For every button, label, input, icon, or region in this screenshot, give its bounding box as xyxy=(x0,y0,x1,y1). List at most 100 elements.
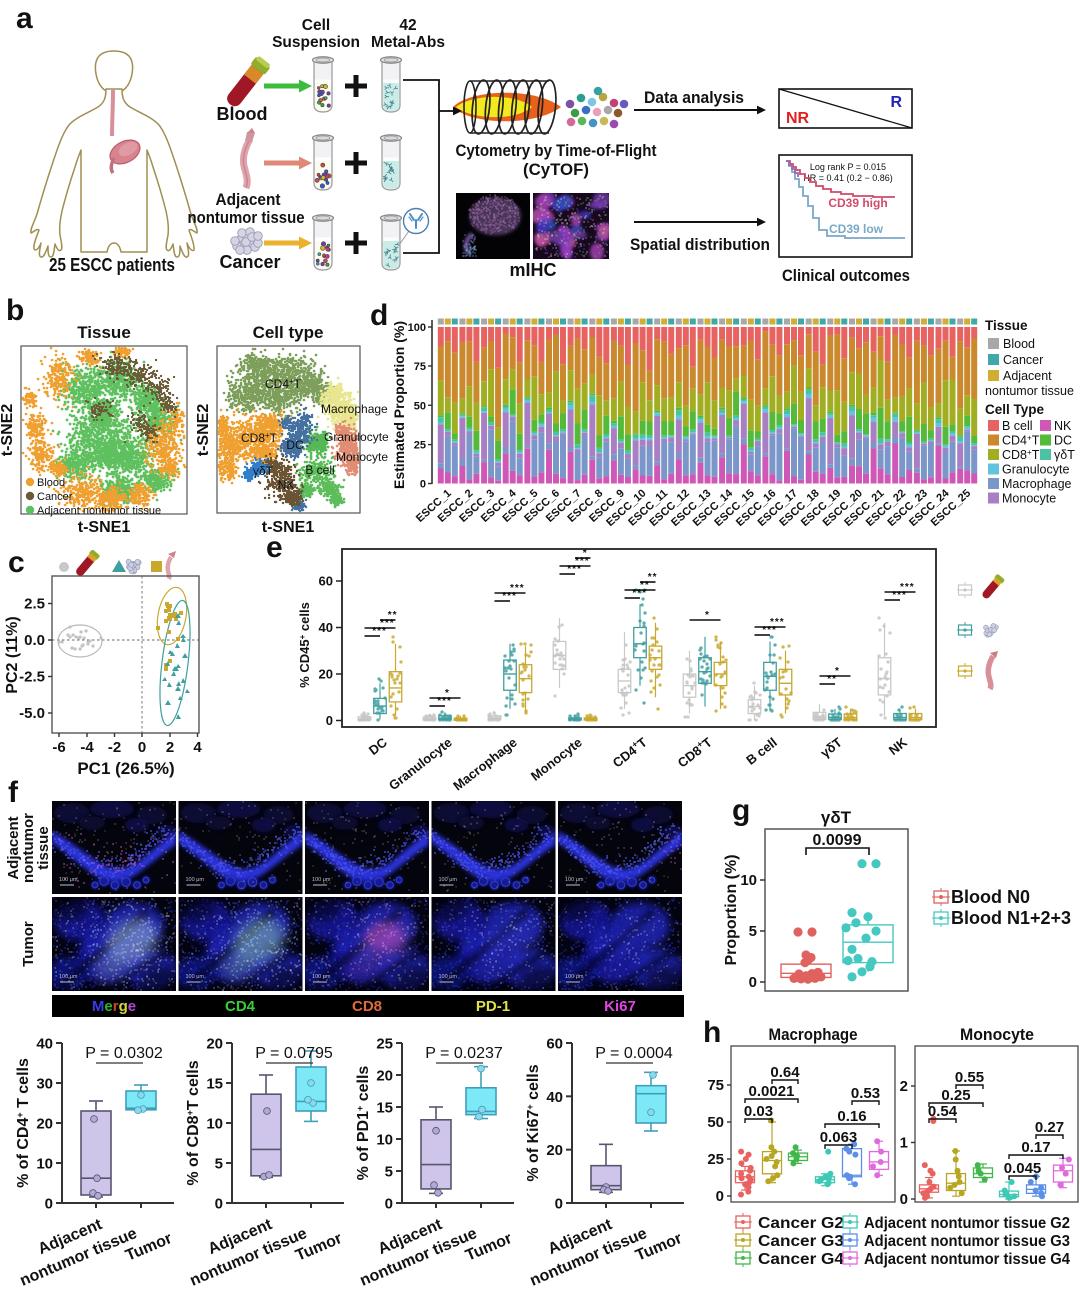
svg-text:tissue: tissue xyxy=(35,826,52,869)
svg-text:5: 5 xyxy=(215,1156,223,1173)
svg-text:d: d xyxy=(370,299,388,332)
svg-text:PD-1: PD-1 xyxy=(476,998,510,1015)
svg-text:0.55: 0.55 xyxy=(955,1069,984,1086)
svg-text:40: 40 xyxy=(319,620,333,635)
svg-text:**: ** xyxy=(827,674,837,685)
svg-text:Granulocyte: Granulocyte xyxy=(1002,463,1069,477)
svg-text:Ki67: Ki67 xyxy=(604,998,636,1015)
svg-text:Adjacent: Adjacent xyxy=(5,816,22,879)
svg-text:Monocyte: Monocyte xyxy=(1002,492,1056,506)
svg-text:25: 25 xyxy=(376,1036,393,1053)
svg-text:100 μm: 100 μm xyxy=(312,974,331,980)
svg-text:0.045: 0.045 xyxy=(1004,1160,1042,1177)
svg-text:0.17: 0.17 xyxy=(1021,1139,1050,1156)
svg-text:t-SNE2: t-SNE2 xyxy=(0,404,16,457)
svg-text:b: b xyxy=(6,294,24,327)
svg-text:100 μm: 100 μm xyxy=(312,877,331,883)
svg-text:Cancer G3: Cancer G3 xyxy=(758,1233,844,1250)
svg-text:4: 4 xyxy=(193,739,202,756)
svg-text:100 μm: 100 μm xyxy=(439,974,458,980)
svg-text:Blood N0: Blood N0 xyxy=(951,887,1030,907)
svg-text:***: *** xyxy=(632,588,647,599)
svg-text:0.25: 0.25 xyxy=(941,1087,970,1104)
svg-text:Blood: Blood xyxy=(217,104,268,124)
svg-text:20: 20 xyxy=(319,667,333,682)
svg-text:25: 25 xyxy=(707,1151,724,1168)
svg-text:**: ** xyxy=(648,572,658,583)
svg-text:Cancer: Cancer xyxy=(37,491,73,503)
svg-text:**: ** xyxy=(640,580,650,591)
svg-text:*: * xyxy=(583,548,588,559)
svg-text:Adjacent nontumor tissue G2: Adjacent nontumor tissue G2 xyxy=(864,1215,1070,1232)
svg-text:0.64: 0.64 xyxy=(770,1064,800,1081)
svg-text:% of PD1+ cells: % of PD1+ cells xyxy=(355,1066,372,1181)
svg-text:20: 20 xyxy=(36,1116,53,1133)
svg-text:f: f xyxy=(8,776,19,809)
svg-text:Macrophage: Macrophage xyxy=(321,402,388,416)
svg-text:-4: -4 xyxy=(80,739,94,756)
svg-text:-6: -6 xyxy=(52,739,65,756)
svg-text:a: a xyxy=(16,2,33,35)
svg-text:20: 20 xyxy=(376,1068,393,1085)
svg-text:(CyTOF): (CyTOF) xyxy=(523,160,589,179)
svg-text:DC: DC xyxy=(286,438,304,452)
svg-text:c: c xyxy=(8,546,25,579)
svg-text:***: *** xyxy=(502,591,517,602)
svg-text:mIHC: mIHC xyxy=(509,260,556,280)
svg-text:***: *** xyxy=(567,564,582,575)
svg-text:B cell: B cell xyxy=(1002,419,1033,433)
svg-text:Proportion (%): Proportion (%) xyxy=(723,854,740,965)
svg-text:NK: NK xyxy=(1054,419,1072,433)
svg-text:100 μm: 100 μm xyxy=(59,877,78,883)
svg-text:-5.0: -5.0 xyxy=(19,705,45,722)
svg-text:***: *** xyxy=(380,618,395,629)
svg-text:NK: NK xyxy=(278,478,295,492)
svg-text:50: 50 xyxy=(707,1114,724,1131)
svg-text:Cell type: Cell type xyxy=(253,323,324,342)
svg-text:P = 0.0237: P = 0.0237 xyxy=(425,1045,503,1062)
svg-text:t-SNE1: t-SNE1 xyxy=(78,519,131,536)
svg-text:***: *** xyxy=(575,556,590,567)
svg-text:e: e xyxy=(266,531,283,564)
svg-text:0: 0 xyxy=(749,974,757,991)
svg-text:Cancer: Cancer xyxy=(1003,353,1043,367)
svg-text:% CD45+ cells: % CD45+ cells xyxy=(297,602,312,688)
svg-text:Blood N1+2+3: Blood N1+2+3 xyxy=(951,908,1071,928)
svg-text:0: 0 xyxy=(555,1196,563,1213)
svg-text:0.27: 0.27 xyxy=(1035,1119,1064,1136)
svg-text:Suspension: Suspension xyxy=(272,34,360,51)
svg-text:Adjacent nontumor tissue G4: Adjacent nontumor tissue G4 xyxy=(864,1251,1070,1268)
svg-text:Cancer G4: Cancer G4 xyxy=(758,1251,844,1268)
svg-text:25: 25 xyxy=(414,440,426,452)
svg-text:R: R xyxy=(890,94,902,111)
svg-text:15: 15 xyxy=(376,1100,393,1117)
svg-text:0: 0 xyxy=(138,739,146,756)
svg-text:50: 50 xyxy=(414,400,426,412)
svg-text:0.063: 0.063 xyxy=(820,1129,858,1146)
svg-text:P = 0.0302: P = 0.0302 xyxy=(85,1045,163,1062)
svg-text:Monocyte: Monocyte xyxy=(960,1025,1034,1044)
svg-text:CD8+T: CD8+T xyxy=(241,431,278,445)
svg-text:0.0021: 0.0021 xyxy=(749,1083,795,1100)
svg-text:CD8: CD8 xyxy=(352,998,382,1015)
svg-text:CD4+T: CD4+T xyxy=(1002,434,1040,448)
svg-text:γδT: γδT xyxy=(253,464,274,478)
svg-text:2.5: 2.5 xyxy=(24,596,45,613)
svg-text:Adjacent nontumor tissue G3: Adjacent nontumor tissue G3 xyxy=(864,1233,1070,1250)
svg-text:Estimated Proportion (%): Estimated Proportion (%) xyxy=(391,321,407,489)
svg-text:0.03: 0.03 xyxy=(744,1103,773,1120)
svg-text:Tissue: Tissue xyxy=(77,323,131,342)
svg-text:P = 0.0004: P = 0.0004 xyxy=(595,1045,673,1062)
svg-text:40: 40 xyxy=(36,1036,53,1053)
svg-text:NR: NR xyxy=(786,110,810,127)
svg-text:**: ** xyxy=(388,610,398,621)
svg-text:Blood: Blood xyxy=(1003,337,1035,351)
svg-text:Cell Type: Cell Type xyxy=(985,402,1045,417)
svg-text:0: 0 xyxy=(420,479,426,491)
svg-text:0.16: 0.16 xyxy=(837,1108,866,1125)
svg-text:10: 10 xyxy=(206,1116,223,1133)
svg-text:Cell: Cell xyxy=(302,17,330,34)
svg-text:0: 0 xyxy=(716,1188,724,1205)
svg-text:CD8+T: CD8+T xyxy=(1002,448,1040,462)
svg-text:100: 100 xyxy=(408,322,426,334)
